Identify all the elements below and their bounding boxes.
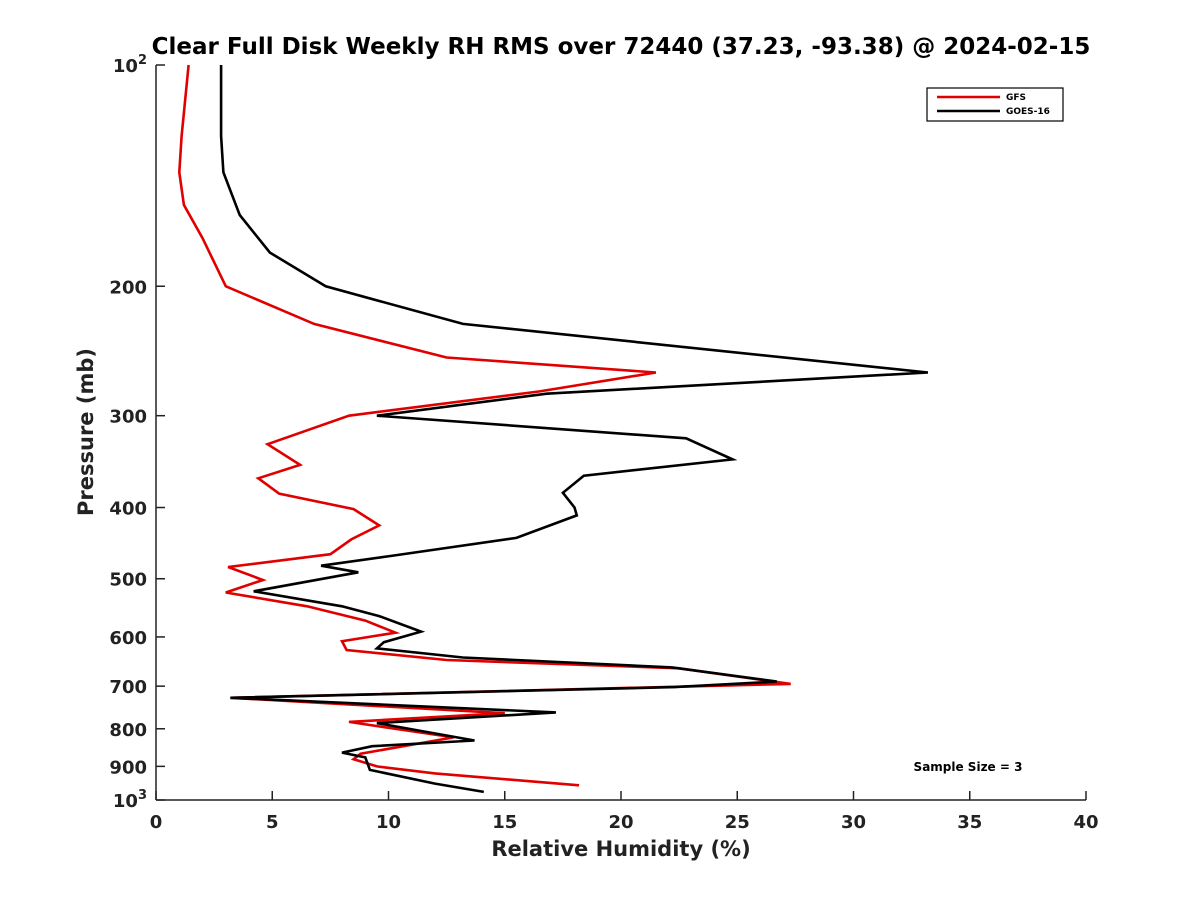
x-axis-ticks: 0 5 10 15 20 25 30 35 40 [150,791,1099,833]
series-line-gfs [177,64,791,787]
legend-label: GFS [1006,93,1026,103]
x-tick-label: 15 [492,812,517,833]
y-axis-ticks: 102 200 300 400 500 600 700 800 900 103 [109,53,165,812]
x-tick-label: 5 [266,812,279,833]
x-axis-label: Relative Humidity (%) [491,837,750,861]
y-tick-label: 600 [109,628,147,649]
chart-title: Clear Full Disk Weekly RH RMS over 72440… [152,34,1091,60]
x-tick-label: 0 [150,812,163,833]
x-tick-label: 30 [841,812,866,833]
y-tick-label: 300 [109,407,147,428]
x-tick-label: 10 [376,812,401,833]
y-axis-label: Pressure (mb) [74,348,98,516]
sample-size-annotation: Sample Size = 3 [914,760,1023,774]
y-tick-label: 400 [109,499,147,520]
legend-box [926,87,1064,122]
y-tick-label: 900 [109,757,147,778]
y-tick-label: 800 [109,720,147,741]
x-tick-label: 40 [1073,812,1098,833]
y-tick-label: 500 [109,570,147,591]
x-tick-label: 25 [725,812,750,833]
y-tick-label: 103 [113,788,147,812]
y-tick-label: 102 [113,53,147,77]
x-tick-label: 20 [608,812,633,833]
series-line-goes-16 [219,65,929,794]
legend: GFS GOES-16 [926,87,1064,122]
series-layer [177,64,929,794]
legend-label: GOES-16 [1006,107,1050,117]
y-tick-label: 700 [109,677,147,698]
y-tick-label: 200 [109,277,147,298]
x-tick-label: 35 [957,812,982,833]
